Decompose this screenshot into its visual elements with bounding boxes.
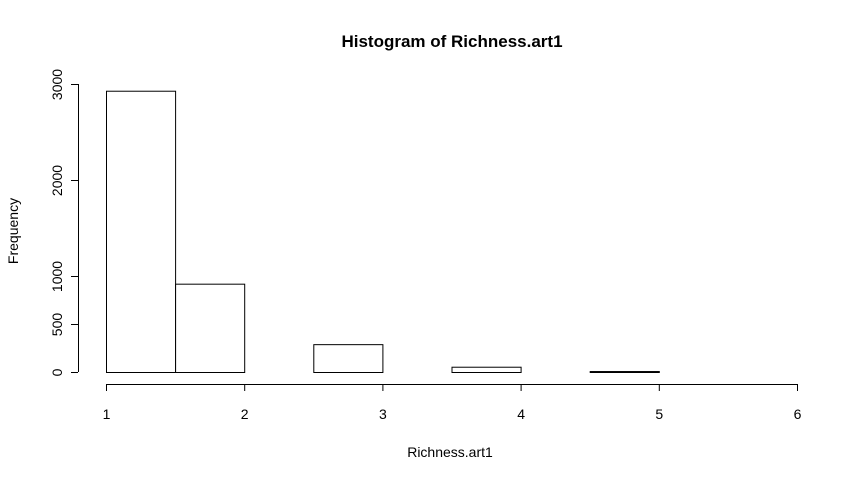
x-axis-label: Richness.art1 xyxy=(407,444,493,460)
histogram-bar-0 xyxy=(106,90,177,373)
histogram-bar-7 xyxy=(589,371,660,374)
y-tick-label-0: 0 xyxy=(49,368,65,376)
y-tick-label-4: 3000 xyxy=(49,69,65,100)
bars-layer xyxy=(106,90,660,374)
x-tick-label-3: 4 xyxy=(517,406,525,422)
x-axis: 1 2 3 4 5 6 xyxy=(103,384,802,422)
histogram-bar-3 xyxy=(313,344,384,374)
x-tick-label-0: 1 xyxy=(103,406,111,422)
y-tick-label-2: 1000 xyxy=(49,261,65,292)
chart-title: Histogram of Richness.art1 xyxy=(341,32,562,51)
y-axis-label: Frequency xyxy=(5,198,21,264)
histogram-bar-5 xyxy=(451,366,522,374)
y-tick-label-1: 500 xyxy=(49,313,65,337)
histogram-bar-1 xyxy=(175,283,246,373)
x-tick-label-4: 5 xyxy=(655,406,663,422)
x-tick-label-1: 2 xyxy=(241,406,249,422)
y-axis: 0 500 1000 2000 3000 xyxy=(49,69,79,376)
y-tick-label-3: 2000 xyxy=(49,165,65,196)
x-tick-label-2: 3 xyxy=(379,406,387,422)
x-tick-label-5: 6 xyxy=(794,406,802,422)
